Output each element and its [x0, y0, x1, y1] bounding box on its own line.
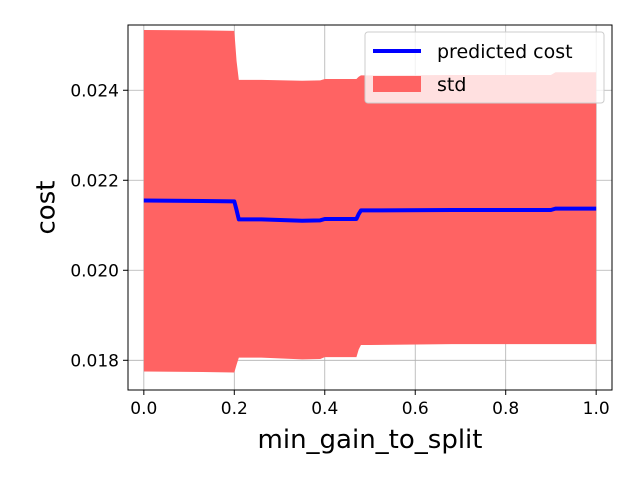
x-tick-label-4: 0.8 [492, 399, 519, 419]
legend-label-predicted-cost: predicted cost [437, 41, 573, 63]
legend-label-std: std [437, 74, 466, 96]
y-tick-label-1: 0.020 [70, 261, 119, 281]
legend-box [364, 31, 605, 104]
y-tick-label-0: 0.018 [70, 351, 119, 371]
x-tick-label-0: 0.0 [130, 399, 157, 419]
std-band [143, 29, 597, 373]
x-tick-label-2: 0.4 [311, 399, 338, 419]
std-band-layer [143, 29, 597, 373]
y-tick-label-2: 0.022 [70, 171, 119, 191]
legend-swatch-std [373, 76, 421, 92]
legend: predicted cost std [364, 31, 605, 104]
predicted-cost-line [143, 198, 597, 223]
y-tick-label-3: 0.024 [70, 81, 119, 101]
x-axis-label: min_gain_to_split [258, 425, 483, 455]
plot-frame [127, 24, 613, 391]
x-tick-label-3: 0.6 [402, 399, 429, 419]
x-tick-label-5: 1.0 [583, 399, 610, 419]
predicted-cost-line-layer [143, 198, 597, 223]
y-axis-label: cost [32, 181, 62, 235]
axis-ticks: 0.0 0.2 0.4 0.6 0.8 1.0 0.018 0.020 0.022 0.024 [70, 81, 609, 419]
x-tick-label-1: 0.2 [221, 399, 248, 419]
